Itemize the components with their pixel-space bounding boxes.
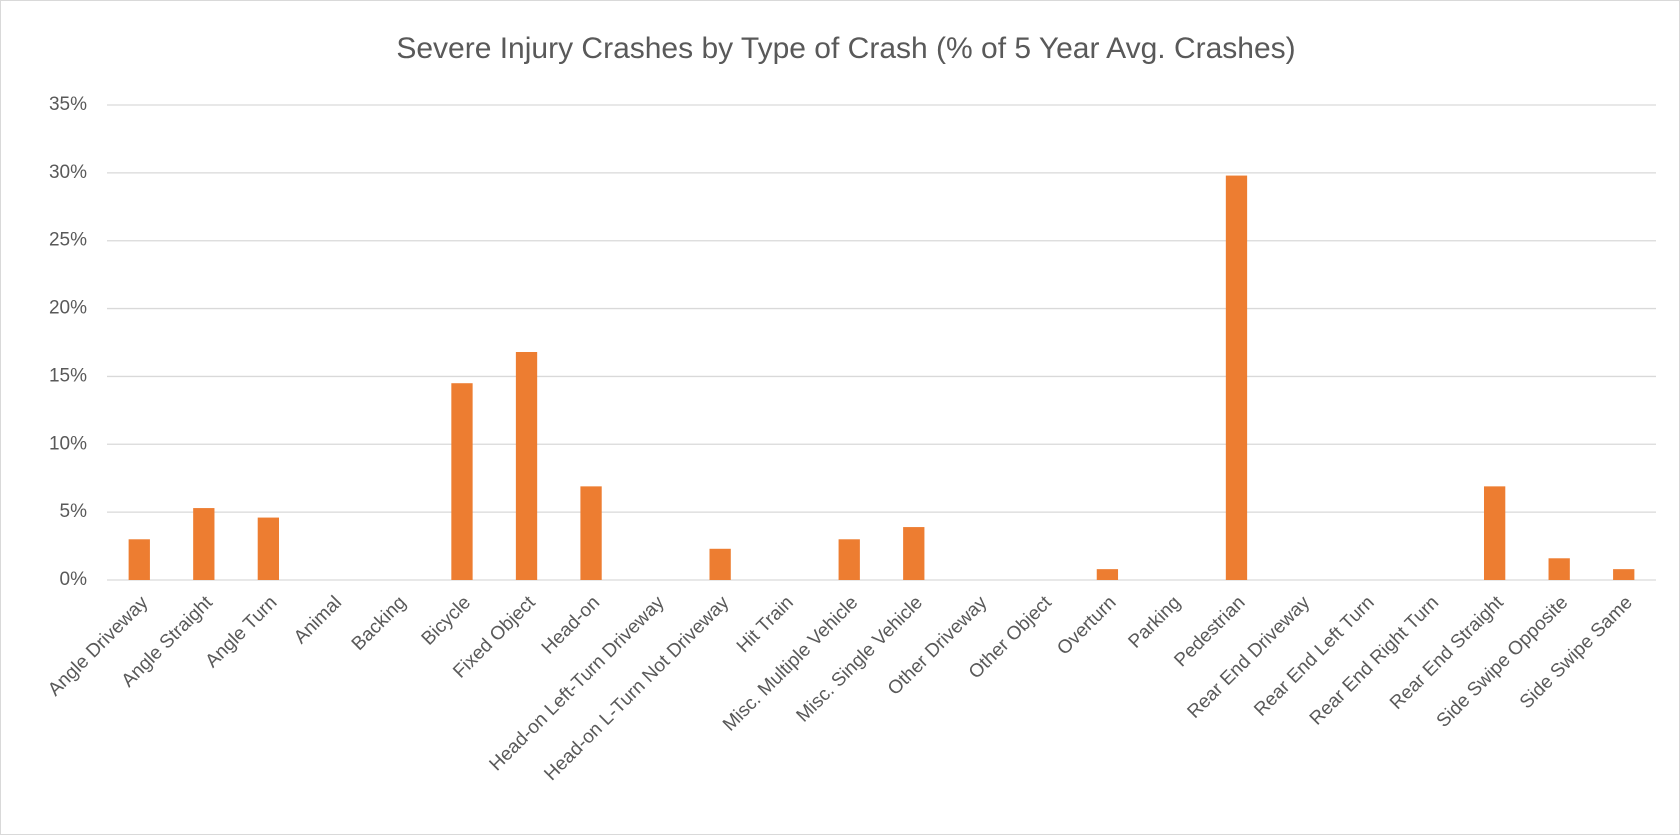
bar bbox=[709, 548, 731, 580]
bar bbox=[257, 517, 280, 580]
bar bbox=[128, 539, 150, 580]
chart-title: Severe Injury Crashes by Type of Crash (… bbox=[396, 32, 1295, 65]
bar bbox=[1225, 175, 1248, 581]
y-tick-label: 0% bbox=[60, 569, 88, 590]
y-tick-label: 35% bbox=[49, 94, 87, 115]
bar bbox=[515, 352, 538, 580]
bar bbox=[1613, 569, 1635, 580]
bar bbox=[838, 539, 860, 580]
bar bbox=[193, 508, 215, 580]
y-tick-label: 20% bbox=[49, 298, 87, 319]
y-tick-label: 30% bbox=[49, 162, 87, 183]
y-tick-label: 25% bbox=[49, 230, 87, 251]
bar bbox=[1548, 558, 1570, 580]
bar bbox=[580, 486, 602, 580]
y-tick-label: 10% bbox=[49, 433, 87, 454]
bar bbox=[1483, 486, 1506, 580]
bar bbox=[451, 383, 473, 580]
bar bbox=[903, 527, 925, 580]
bar bbox=[1096, 569, 1119, 580]
y-tick-label: 15% bbox=[49, 365, 87, 386]
y-tick-label: 5% bbox=[60, 501, 88, 522]
